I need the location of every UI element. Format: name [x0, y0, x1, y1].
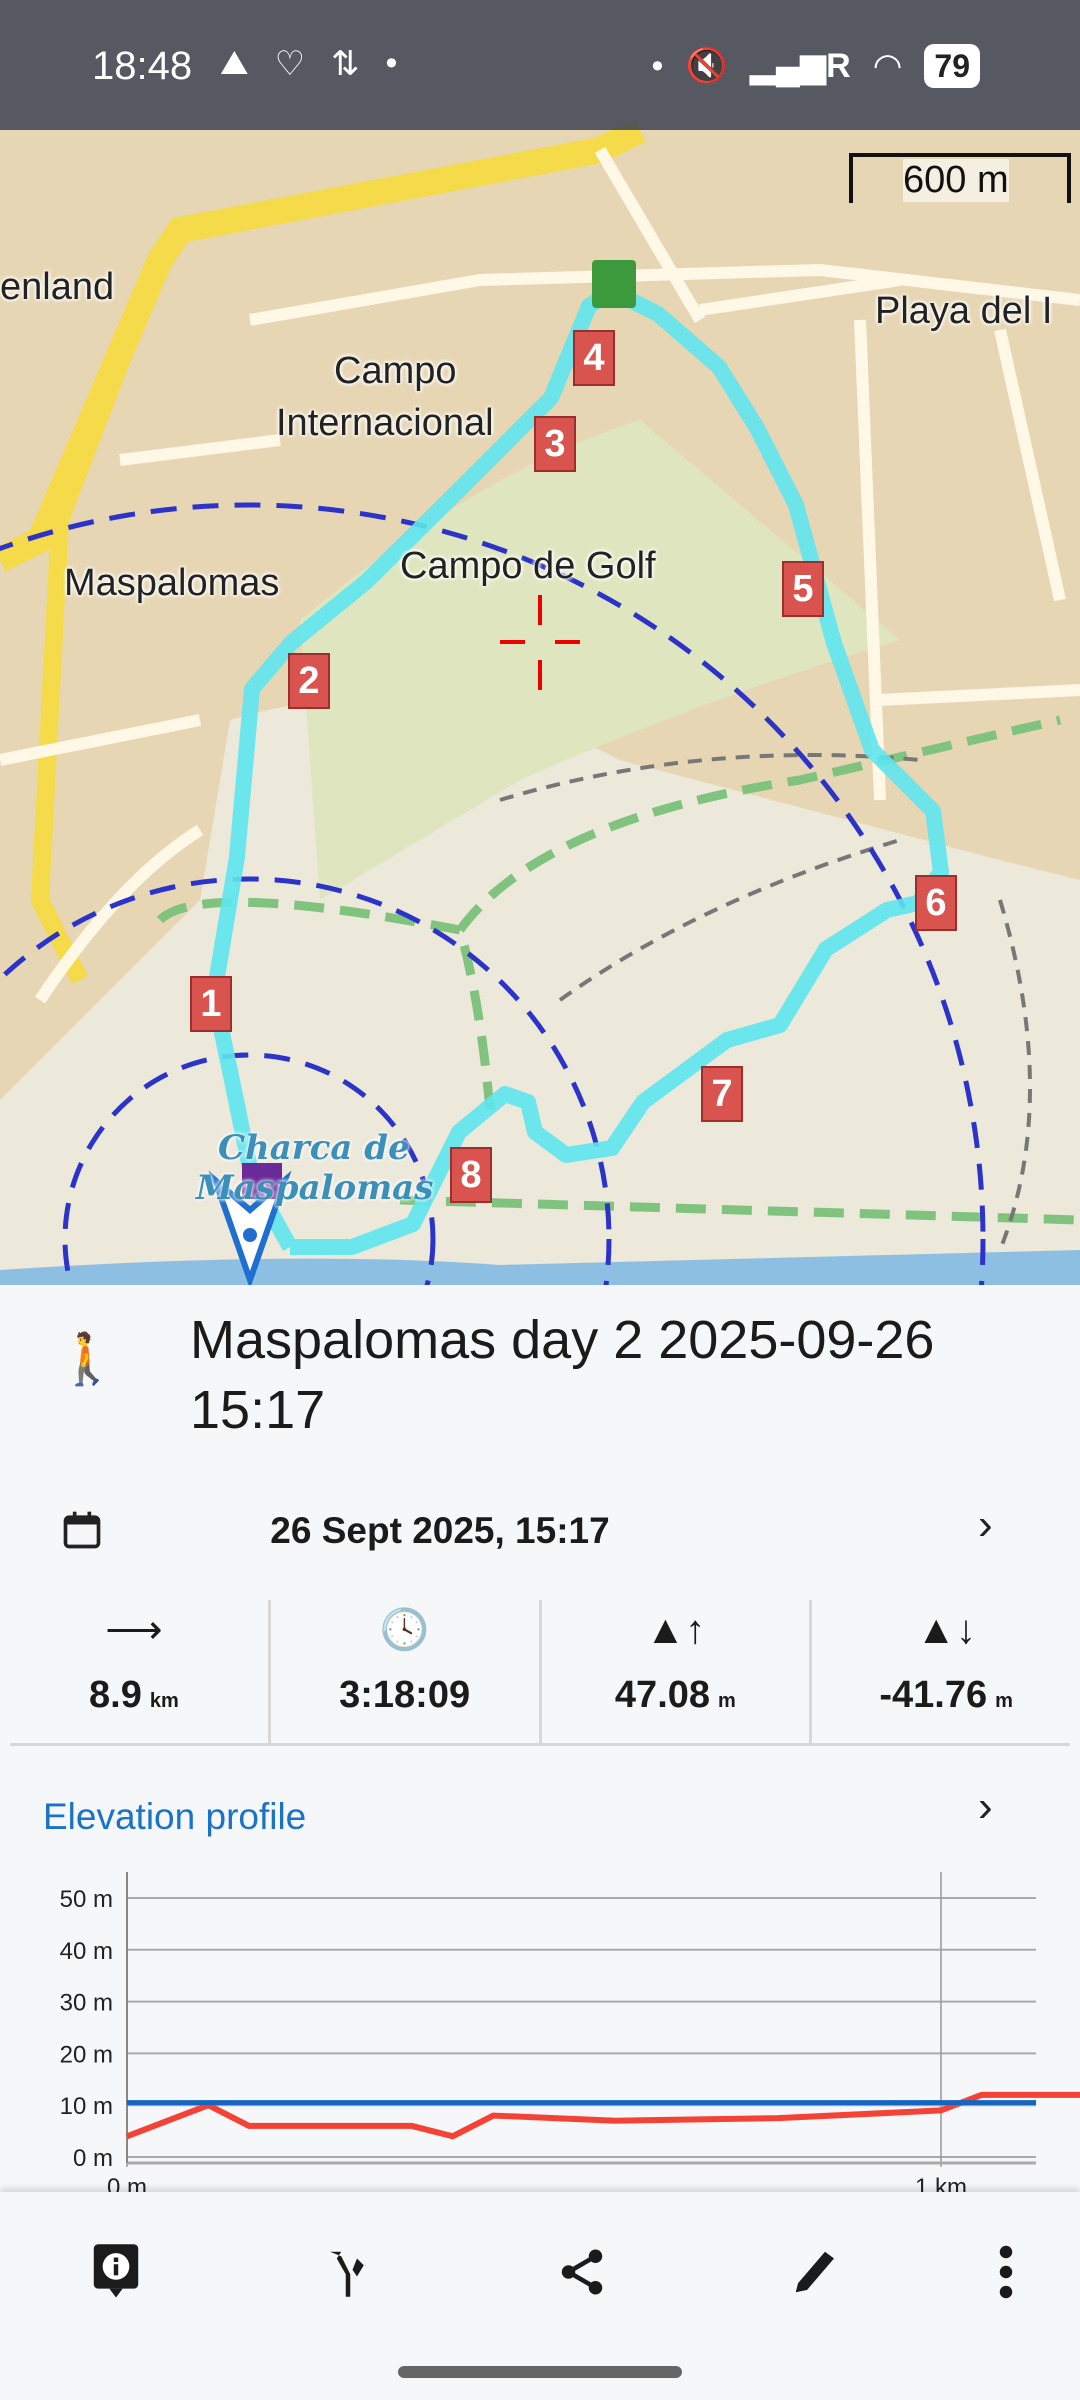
- stat-descent: ▲↓ -41.76 m: [812, 1600, 1080, 1745]
- stat-unit: m: [718, 1690, 736, 1712]
- route-split-icon: [330, 2251, 364, 2297]
- stat-ascent: ▲↑ 47.08 m: [542, 1600, 813, 1745]
- info-icon: [93, 2244, 139, 2298]
- waypoint-marker[interactable]: 7: [701, 1066, 743, 1122]
- water-label: Charca de: [218, 1128, 410, 1168]
- map-label: Internacional: [276, 402, 494, 444]
- track-title: Maspalomas day 2 2025-09-26 15:17: [190, 1310, 935, 1440]
- notification-icons: ⛰ ♡ ⇅ •: [220, 44, 397, 84]
- mute-icon: 🔇: [685, 47, 728, 85]
- y-tick-label: 20 m: [60, 2041, 113, 2068]
- stat-value: -41.76: [879, 1674, 988, 1716]
- status-time: 18:48: [92, 44, 193, 88]
- edit-button[interactable]: [776, 2232, 856, 2312]
- crosshair-icon: [500, 595, 580, 690]
- map-label: Campo de Golf: [400, 545, 656, 587]
- waypoint-marker[interactable]: 6: [915, 875, 957, 931]
- y-tick-label: 0 m: [73, 2145, 113, 2172]
- map-canvas[interactable]: [0, 0, 1080, 1285]
- waypoint-marker[interactable]: 5: [782, 561, 824, 617]
- more-notifications-dot-icon: •: [385, 44, 398, 82]
- route-track[interactable]: [206, 283, 949, 1255]
- info-button[interactable]: [76, 2232, 156, 2312]
- bottom-action-bar: [0, 2192, 1080, 2400]
- date-row[interactable]: 26 Sept 2025, 15:17 ›: [0, 1500, 1080, 1564]
- stat-value: 3:18:09: [339, 1674, 471, 1716]
- chevron-right-icon[interactable]: ›: [978, 1500, 993, 1549]
- divider: [10, 1743, 1070, 1746]
- navigation-icon: ⇅: [331, 45, 360, 83]
- map-label: enland: [0, 266, 115, 308]
- map-label: Maspalomas: [64, 562, 280, 604]
- stat-unit: km: [149, 1690, 179, 1712]
- gesture-nav-handle[interactable]: [398, 2366, 682, 2378]
- map-view[interactable]: enland Campo Internacional Maspalomas Ca…: [0, 0, 1080, 1285]
- current-location-arrow-icon: [208, 1170, 292, 1285]
- clock-icon: 🕓: [379, 1608, 430, 1652]
- chevron-right-icon[interactable]: ›: [978, 1782, 993, 1831]
- map-label: Campo: [334, 350, 457, 392]
- waypoint-marker[interactable]: 1: [190, 976, 232, 1032]
- track-stats: ⟶ 8.9 km 🕓 3:18:09 ▲↑ 47.08 m ▲↓ -41.76 m: [0, 1600, 1080, 1745]
- poi-temple-icon[interactable]: [592, 260, 636, 308]
- stat-value: 47.08: [614, 1674, 711, 1716]
- stat-value: 8.9: [89, 1674, 142, 1716]
- y-tick-label: 10 m: [60, 2093, 113, 2120]
- track-date: 26 Sept 2025, 15:17: [270, 1510, 610, 1551]
- app-notification-icon: ⛰: [220, 44, 249, 82]
- distance-rings: [0, 502, 986, 1285]
- scale-label: 600 m: [903, 159, 1009, 202]
- pencil-icon: [795, 2251, 834, 2293]
- elevation-profile-link[interactable]: Elevation profile: [43, 1796, 307, 1837]
- stat-distance: ⟶ 8.9 km: [0, 1600, 271, 1745]
- signal-icon: ▂▄▆R: [749, 47, 851, 85]
- battery-indicator: 79: [924, 44, 980, 88]
- dot-icon: •: [651, 46, 664, 85]
- health-icon: ♡: [274, 45, 306, 83]
- descent-icon: ▲↓: [916, 1608, 976, 1652]
- y-tick-label: 30 m: [60, 1990, 113, 2017]
- elevation-chart[interactable]: 0 m10 m20 m30 m40 m50 m0 m1 km2 km3 km4 …: [0, 1860, 1080, 2200]
- map-label: Playa del I: [875, 290, 1053, 332]
- water-label: Maspalomas: [196, 1168, 434, 1208]
- wifi-icon: ◠: [872, 47, 903, 85]
- share-icon: [561, 2249, 603, 2295]
- waypoint-marker[interactable]: 2: [288, 653, 330, 709]
- waypoint-marker[interactable]: 4: [573, 330, 615, 386]
- stat-unit: m: [995, 1690, 1013, 1712]
- waypoint-marker[interactable]: 8: [450, 1147, 492, 1203]
- distance-arrow-icon: ⟶: [105, 1608, 163, 1652]
- share-button[interactable]: [542, 2232, 622, 2312]
- more-options-button[interactable]: [966, 2232, 1046, 2312]
- ascent-icon: ▲↑: [645, 1608, 706, 1652]
- waypoint-marker[interactable]: 3: [534, 416, 576, 472]
- calendar-icon: [63, 1511, 101, 1549]
- status-bar: 18:48 ⛰ ♡ ⇅ • • 🔇 ▂▄▆R ◠ 79: [0, 0, 1080, 130]
- walking-icon: 🚶: [56, 1331, 119, 1387]
- y-tick-label: 50 m: [60, 1886, 113, 1913]
- system-icons: • 🔇 ▂▄▆R ◠ 79: [652, 44, 980, 88]
- stat-duration: 🕓 3:18:09: [271, 1600, 542, 1745]
- scale-bar: 600 m: [849, 153, 1071, 203]
- more-vert-icon: [999, 2245, 1013, 2299]
- poi-icon[interactable]: [242, 1163, 282, 1199]
- analyze-button[interactable]: [308, 2232, 388, 2312]
- y-tick-label: 40 m: [60, 1938, 113, 1965]
